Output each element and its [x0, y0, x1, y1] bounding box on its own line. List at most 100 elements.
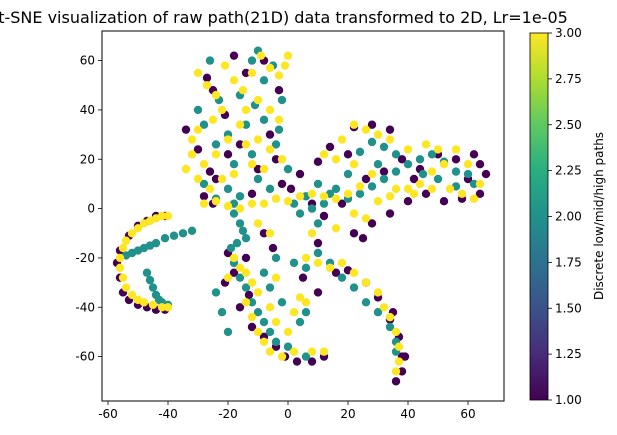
- data-point: [463, 169, 473, 179]
- data-point: [235, 192, 245, 201]
- y-tick-label: -60: [75, 350, 95, 364]
- data-point: [355, 189, 365, 198]
- data-point: [247, 160, 257, 169]
- data-point: [265, 229, 275, 238]
- data-point: [361, 174, 371, 184]
- data-point: [235, 263, 245, 272]
- data-point: [235, 140, 245, 149]
- data-point: [415, 179, 425, 189]
- data-point: [253, 219, 263, 228]
- data-point: [295, 317, 305, 327]
- data-point: [451, 145, 461, 154]
- data-point: [385, 192, 395, 201]
- data-point: [313, 248, 323, 258]
- data-point: [337, 135, 347, 144]
- data-point: [391, 150, 401, 159]
- data-point: [205, 56, 215, 65]
- data-point: [313, 179, 323, 189]
- x-tick-label: 60: [460, 407, 475, 421]
- data-point: [208, 115, 218, 125]
- colorbar-tick-label: 3.00: [555, 26, 582, 40]
- data-point: [115, 263, 125, 272]
- data-point: [313, 157, 323, 166]
- colorbar: 1.00 1.25 1.50 1.75 2.00 2.25 2.50 2.75 3.00 Dis…: [529, 26, 606, 407]
- data-point: [241, 253, 251, 263]
- data-point: [223, 273, 233, 282]
- data-point: [361, 278, 371, 287]
- data-point: [343, 189, 353, 198]
- data-point: [223, 184, 233, 194]
- data-point: [241, 120, 251, 129]
- data-point: [394, 357, 404, 366]
- data-point: [211, 197, 221, 206]
- data-point: [349, 229, 359, 238]
- data-point: [220, 61, 230, 70]
- data-point: [313, 219, 323, 228]
- data-point: [253, 327, 263, 337]
- data-point: [373, 288, 383, 297]
- data-point: [241, 298, 251, 307]
- data-point: [265, 130, 275, 139]
- data-point: [373, 130, 383, 139]
- data-point: [289, 347, 299, 356]
- data-point: [241, 68, 251, 78]
- data-point: [403, 184, 413, 194]
- data-point: [295, 169, 305, 179]
- data-point: [163, 211, 173, 221]
- data-point: [451, 155, 461, 164]
- data-point: [193, 68, 203, 78]
- data-point: [289, 308, 299, 317]
- plot-frame: [101, 30, 505, 402]
- data-point: [427, 150, 437, 159]
- data-point: [283, 327, 293, 337]
- data-point: [235, 204, 245, 213]
- data-point: [256, 51, 266, 60]
- data-point: [313, 258, 323, 268]
- data-point: [427, 167, 437, 176]
- data-point: [193, 125, 203, 134]
- data-point: [451, 167, 461, 176]
- data-point: [259, 76, 269, 85]
- colorbar-tick-label: 1.75: [555, 255, 582, 269]
- data-point: [325, 263, 335, 272]
- data-point: [265, 327, 275, 337]
- data-point: [217, 308, 227, 317]
- data-point: [247, 150, 257, 159]
- data-point: [223, 135, 233, 144]
- data-point: [229, 268, 239, 277]
- data-point: [247, 312, 257, 322]
- data-point: [283, 51, 293, 60]
- data-point: [301, 253, 311, 263]
- data-point: [385, 312, 395, 322]
- data-point: [259, 229, 269, 238]
- data-point: [283, 197, 293, 206]
- data-point: [199, 199, 209, 208]
- data-point: [469, 150, 479, 159]
- data-point: [277, 155, 287, 164]
- data-point: [469, 179, 479, 189]
- data-point: [394, 342, 404, 351]
- data-point: [121, 283, 131, 292]
- data-point: [169, 231, 179, 240]
- data-point: [241, 268, 251, 277]
- data-point: [265, 105, 275, 115]
- data-point: [265, 184, 275, 194]
- data-point: [199, 179, 209, 189]
- colorbar-label: Discrete low/mid/high paths: [592, 132, 606, 300]
- data-point: [226, 243, 236, 253]
- data-point: [319, 150, 329, 159]
- data-point: [373, 308, 383, 317]
- scatter-points: [112, 46, 491, 386]
- data-point: [211, 150, 221, 159]
- data-point: [319, 347, 329, 356]
- data-point: [271, 253, 281, 263]
- data-point: [205, 184, 215, 194]
- data-point: [403, 145, 413, 154]
- data-point: [391, 167, 401, 176]
- data-point: [253, 288, 263, 297]
- data-point: [199, 120, 209, 129]
- data-point: [295, 192, 305, 201]
- data-point: [121, 236, 131, 245]
- data-point: [259, 115, 269, 125]
- data-point: [223, 327, 233, 337]
